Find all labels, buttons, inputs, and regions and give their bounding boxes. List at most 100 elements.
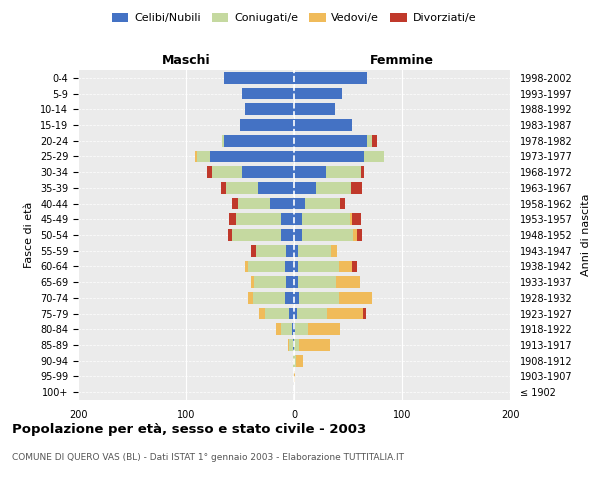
Text: Maschi: Maschi <box>161 54 211 67</box>
Bar <box>294 292 299 304</box>
Bar <box>361 166 364 178</box>
Bar <box>224 72 294 84</box>
Bar <box>259 308 265 320</box>
Bar <box>294 276 298 288</box>
Bar <box>367 135 372 146</box>
Bar <box>294 72 367 84</box>
Y-axis label: Anni di nascita: Anni di nascita <box>581 194 591 276</box>
Bar <box>298 260 340 272</box>
Bar <box>308 324 340 335</box>
Bar <box>350 214 352 225</box>
Bar <box>289 339 293 351</box>
Bar <box>340 292 372 304</box>
Bar <box>298 276 336 288</box>
Bar <box>294 150 364 162</box>
Bar <box>294 104 335 115</box>
Bar <box>238 198 270 209</box>
Bar <box>254 276 286 288</box>
Bar <box>294 135 367 146</box>
Bar <box>224 135 294 146</box>
Bar <box>212 166 242 178</box>
Bar <box>294 260 298 272</box>
Bar <box>305 198 340 209</box>
Bar <box>281 324 292 335</box>
Bar <box>256 245 286 256</box>
Bar <box>294 182 316 194</box>
Bar <box>248 292 253 304</box>
Bar <box>221 182 226 194</box>
Bar <box>253 292 286 304</box>
Legend: Celibi/Nubili, Coniugati/e, Vedovi/e, Divorziati/e: Celibi/Nubili, Coniugati/e, Vedovi/e, Di… <box>107 8 481 28</box>
Bar <box>299 292 340 304</box>
Bar <box>302 229 353 241</box>
Bar <box>302 214 350 225</box>
Bar <box>228 229 232 241</box>
Bar <box>245 104 294 115</box>
Bar <box>221 135 224 146</box>
Bar <box>294 339 299 351</box>
Bar <box>229 214 236 225</box>
Bar <box>286 292 294 304</box>
Bar <box>372 135 377 146</box>
Bar <box>245 260 248 272</box>
Bar <box>240 119 294 131</box>
Bar <box>326 166 361 178</box>
Bar <box>248 260 286 272</box>
Bar <box>294 245 298 256</box>
Bar <box>287 339 289 351</box>
Bar <box>286 245 294 256</box>
Bar <box>331 245 337 256</box>
Bar <box>206 166 212 178</box>
Bar <box>293 355 294 366</box>
Text: Popolazione per età, sesso e stato civile - 2003: Popolazione per età, sesso e stato civil… <box>12 422 366 436</box>
Bar <box>286 260 294 272</box>
Bar <box>352 260 356 272</box>
Bar <box>242 88 294 100</box>
Bar <box>275 324 281 335</box>
Bar <box>296 355 302 366</box>
Bar <box>298 245 331 256</box>
Bar <box>293 339 294 351</box>
Y-axis label: Fasce di età: Fasce di età <box>25 202 34 268</box>
Bar <box>289 308 294 320</box>
Bar <box>364 150 383 162</box>
Bar <box>294 324 295 335</box>
Bar <box>363 308 367 320</box>
Bar <box>286 276 294 288</box>
Bar <box>353 229 356 241</box>
Bar <box>281 214 294 225</box>
Bar <box>299 339 329 351</box>
Text: COMUNE DI QUERO VAS (BL) - Dati ISTAT 1° gennaio 2003 - Elaborazione TUTTITALIA.: COMUNE DI QUERO VAS (BL) - Dati ISTAT 1°… <box>12 452 404 462</box>
Bar <box>356 229 362 241</box>
Bar <box>236 214 281 225</box>
Bar <box>226 182 259 194</box>
Bar <box>232 198 238 209</box>
Bar <box>281 229 294 241</box>
Bar <box>294 214 302 225</box>
Bar <box>294 198 305 209</box>
Text: Femmine: Femmine <box>370 54 434 67</box>
Bar <box>251 245 256 256</box>
Bar <box>194 150 197 162</box>
Bar <box>294 166 326 178</box>
Bar <box>232 229 281 241</box>
Bar <box>294 308 297 320</box>
Bar <box>210 150 294 162</box>
Bar <box>242 166 294 178</box>
Bar <box>336 276 360 288</box>
Bar <box>294 229 302 241</box>
Bar <box>294 88 341 100</box>
Bar <box>259 182 294 194</box>
Bar <box>251 276 254 288</box>
Bar <box>197 150 210 162</box>
Bar <box>270 198 294 209</box>
Bar <box>352 214 361 225</box>
Bar <box>351 182 362 194</box>
Bar <box>340 260 352 272</box>
Bar <box>294 355 296 366</box>
Bar <box>340 198 345 209</box>
Bar <box>297 308 328 320</box>
Bar <box>294 119 352 131</box>
Bar <box>292 324 294 335</box>
Bar <box>316 182 351 194</box>
